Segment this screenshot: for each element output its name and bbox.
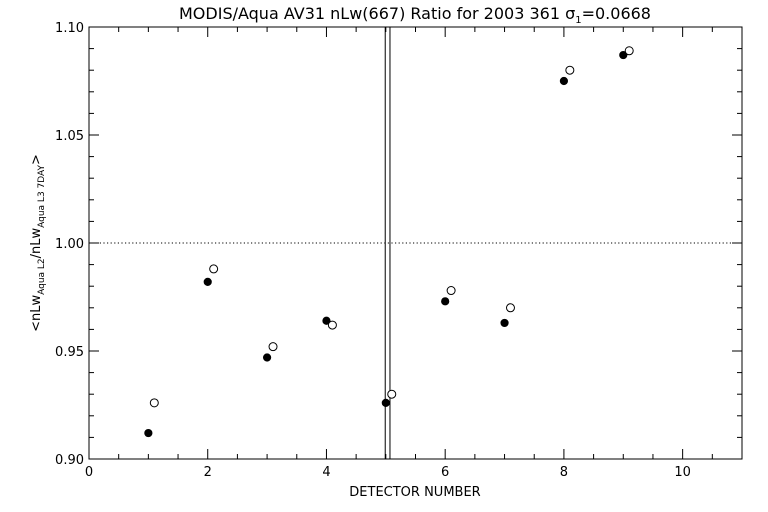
filled-data-point <box>203 277 212 286</box>
y-axis-label-close: > <box>29 154 44 165</box>
filled-data-point <box>559 76 569 86</box>
filled-data-point <box>619 50 628 60</box>
x-tick-label: 10 <box>674 465 691 480</box>
open-data-point <box>209 264 219 274</box>
x-axis: 0 2 4 6 8 10 <box>85 27 743 480</box>
x-tick-label: 0 <box>85 465 93 480</box>
y-axis-label-open: <nLw <box>29 295 44 332</box>
chart-title-main: MODIS/Aqua AV31 nLw(667) Ratio for 2003 … <box>179 4 565 23</box>
open-data-point <box>624 46 634 56</box>
open-data-point <box>268 342 278 352</box>
filled-data-point <box>262 353 272 362</box>
y-tick-label: 1.10 <box>55 21 84 36</box>
chart-title: MODIS/Aqua AV31 nLw(667) Ratio for 2003 … <box>179 4 651 26</box>
x-tick-label: 4 <box>322 465 330 480</box>
filled-data-point <box>381 398 390 407</box>
chart-title-sigma-sub: 1 <box>575 15 581 26</box>
open-data-point <box>565 65 575 75</box>
chart-title-sigma: σ <box>565 4 575 23</box>
y-axis: 0.90 0.95 1.00 1.05 1.10 <box>55 21 742 468</box>
data-points <box>144 46 634 438</box>
filled-data-point <box>500 318 509 328</box>
y-axis-label: <nLwAqua L2/nLwAqua L3 7DAY> <box>29 154 47 332</box>
open-data-point <box>505 303 515 313</box>
open-data-point <box>327 320 337 330</box>
y-axis-label-sub2: Aqua L3 7DAY <box>37 165 47 228</box>
chart-title-sigma-value: =0.0668 <box>582 4 651 23</box>
open-data-point <box>387 389 397 399</box>
y-tick-label: 0.90 <box>55 453 84 468</box>
filled-data-point <box>144 428 153 438</box>
x-axis-label: DETECTOR NUMBER <box>349 485 480 500</box>
open-data-point <box>149 398 159 408</box>
y-axis-label-sub1: Aqua L2 <box>37 258 47 295</box>
x-tick-label: 8 <box>560 465 568 480</box>
reference-lines <box>89 27 742 459</box>
x-tick-label: 2 <box>204 465 212 480</box>
y-tick-label: 1.00 <box>55 237 84 252</box>
y-tick-label: 0.95 <box>55 345 84 360</box>
x-tick-label: 6 <box>441 465 449 480</box>
filled-data-point <box>441 297 450 306</box>
filled-data-point <box>322 316 331 325</box>
y-tick-label: 1.05 <box>55 129 84 144</box>
y-axis-label-mid: /nLw <box>29 227 44 258</box>
open-data-point <box>446 286 456 296</box>
